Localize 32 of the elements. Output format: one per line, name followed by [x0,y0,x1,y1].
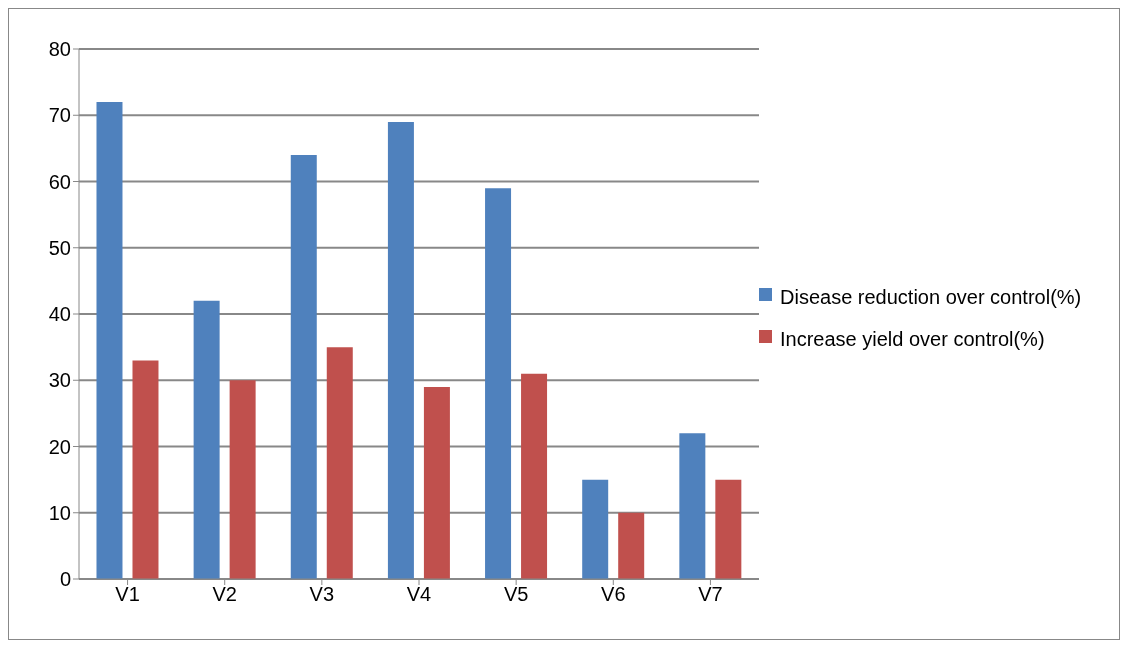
y-tick-label: 50 [48,236,71,259]
y-tick-label: 80 [48,38,71,61]
bar [290,155,317,579]
bar [132,360,159,579]
y-tick-label: 0 [59,568,71,591]
y-tick-label: 60 [48,170,71,193]
x-tick-label: V6 [601,583,626,606]
bar [326,347,353,579]
bar [715,479,742,579]
bar [485,188,512,579]
x-tick-label: V2 [212,583,237,606]
bar [618,512,645,579]
x-tick-label: V3 [309,583,335,606]
y-tick-label: 70 [48,104,71,127]
x-tick-label: V7 [698,583,723,606]
x-tick-label: V1 [115,583,140,606]
y-tick-label: 20 [48,435,71,458]
bar [521,373,548,579]
bar [193,300,220,579]
bar [387,121,414,579]
legend-label: Disease reduction over control(%) [780,285,1082,310]
legend-label: Increase yield over control(%) [780,327,1045,352]
y-tick-label: 10 [48,501,71,524]
x-tick-label: V5 [503,583,529,606]
bar [229,380,256,579]
bar [679,433,706,579]
y-tick-label: 40 [48,303,71,326]
bar [423,386,450,579]
bar [582,479,609,579]
x-tick-label: V4 [406,583,432,606]
bar [96,102,123,579]
y-tick-label: 30 [48,369,71,392]
